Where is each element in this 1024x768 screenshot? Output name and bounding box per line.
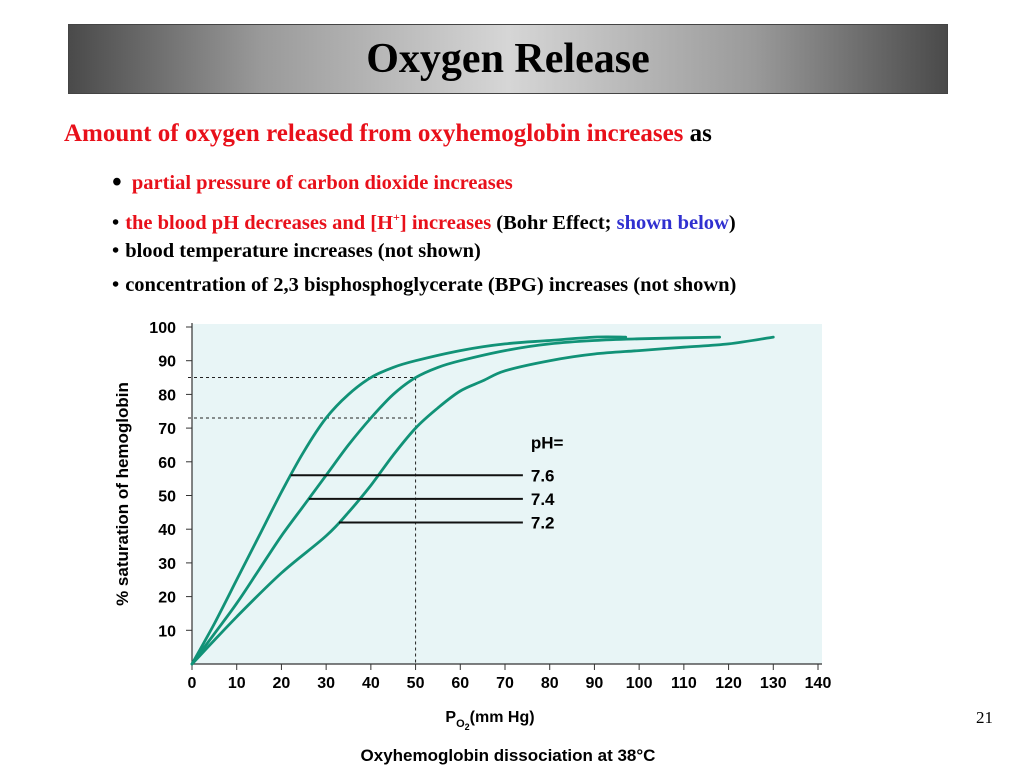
y-tick-label: 40 xyxy=(158,522,176,539)
bullet-text-close: ) xyxy=(728,212,736,234)
legend-label: 7.2 xyxy=(531,513,555,532)
curve-ph-7-2 xyxy=(190,335,775,666)
bullet-text: concentration of 2,3 bisphosphoglycerate… xyxy=(125,274,737,296)
y-tick-labels: 10 20 30 40 50 60 70 80 90 100 xyxy=(149,320,176,640)
x-tick-label: 130 xyxy=(760,675,787,692)
x-tick-label: 80 xyxy=(541,675,559,692)
curve-ph-7-6 xyxy=(190,335,628,666)
y-tick-label: 20 xyxy=(158,590,176,607)
y-tick-label: 100 xyxy=(149,320,176,337)
oxyhemoglobin-chart: pH= 7.6 7.4 7.2 0 10 20 30 40 50 60 70 80 90 100 110 12… xyxy=(113,320,832,765)
slide-title: Oxygen Release xyxy=(366,36,650,82)
chart-caption: Oxyhemoglobin dissociation at 38°C xyxy=(361,746,656,765)
legend-label: 7.6 xyxy=(531,466,555,485)
bullet-dot: • xyxy=(112,167,122,198)
x-tick-label: 90 xyxy=(586,675,604,692)
list-item: • partial pressure of carbon dioxide incr… xyxy=(112,166,736,200)
bullet-text-red-post: ] increases xyxy=(399,212,492,234)
x-axis-label-unit: (mm Hg) xyxy=(470,709,535,726)
curve-ph-7-4 xyxy=(190,335,721,666)
list-item: • blood temperature increases (not shown) xyxy=(112,234,736,268)
title-bar: Oxygen Release xyxy=(68,24,948,94)
intro-red: Amount of oxygen released from oxyhemogl… xyxy=(64,120,684,147)
reference-lines xyxy=(188,377,417,664)
x-tick-label: 140 xyxy=(805,675,832,692)
x-tick-label: 100 xyxy=(626,675,653,692)
x-tick-label: 120 xyxy=(715,675,742,692)
x-axis-label: PO2(mm Hg) xyxy=(445,709,534,732)
bullet-text-red: the blood pH decreases and [H xyxy=(125,212,394,234)
legend-label: 7.4 xyxy=(531,490,555,509)
x-tick-label: 20 xyxy=(273,675,291,692)
y-tick-label: 30 xyxy=(158,556,176,573)
x-tick-label: 110 xyxy=(671,675,697,692)
list-item: • the blood pH decreases and [H+] increas… xyxy=(112,200,736,234)
bullet-dot: • xyxy=(112,212,120,234)
x-tick-label: 50 xyxy=(407,675,425,692)
bullet-text: blood temperature increases (not shown) xyxy=(125,240,481,262)
x-tick-label: 40 xyxy=(362,675,380,692)
bullet-text-black: (Bohr Effect; xyxy=(491,212,617,234)
x-tick-label: 60 xyxy=(451,675,469,692)
intro-text: Amount of oxygen released from oxyhemogl… xyxy=(64,120,712,148)
plot-background xyxy=(192,324,822,664)
bullet-dot: • xyxy=(112,274,120,296)
x-tick-label: 30 xyxy=(317,675,335,692)
x-tick-labels: 0 10 20 30 40 50 60 70 80 90 100 110 120 130 140 xyxy=(188,675,832,692)
grid-and-axes xyxy=(186,323,822,670)
y-tick-label: 50 xyxy=(158,489,176,506)
x-tick-label: 0 xyxy=(188,675,197,692)
y-tick-label: 70 xyxy=(158,421,176,438)
x-axis-label-subsub: 2 xyxy=(465,722,470,732)
y-tick-label: 60 xyxy=(158,455,176,472)
y-tick-label: 90 xyxy=(158,354,176,371)
x-tick-label: 10 xyxy=(228,675,246,692)
y-axis-label: % saturation of hemoglobin xyxy=(113,382,132,606)
bullet-text-blue: shown below xyxy=(616,212,729,234)
x-axis-label-sub: O xyxy=(456,718,465,730)
legend: pH= 7.6 7.4 7.2 xyxy=(290,433,564,532)
intro-black: as xyxy=(683,120,712,147)
bullet-list: • partial pressure of carbon dioxide incr… xyxy=(112,166,736,302)
x-tick-label: 70 xyxy=(496,675,514,692)
bullet-text: partial pressure of carbon dioxide incre… xyxy=(131,172,513,194)
slide-number: 21 xyxy=(976,708,993,727)
superscript-plus: + xyxy=(393,210,400,224)
legend-title: pH= xyxy=(531,433,564,452)
list-item: • concentration of 2,3 bisphosphoglycerat… xyxy=(112,268,736,302)
curves xyxy=(190,335,775,666)
y-tick-label: 10 xyxy=(158,623,176,640)
y-tick-label: 80 xyxy=(158,387,176,404)
bullet-dot: • xyxy=(112,240,120,262)
x-axis-label-main: P xyxy=(445,709,456,726)
